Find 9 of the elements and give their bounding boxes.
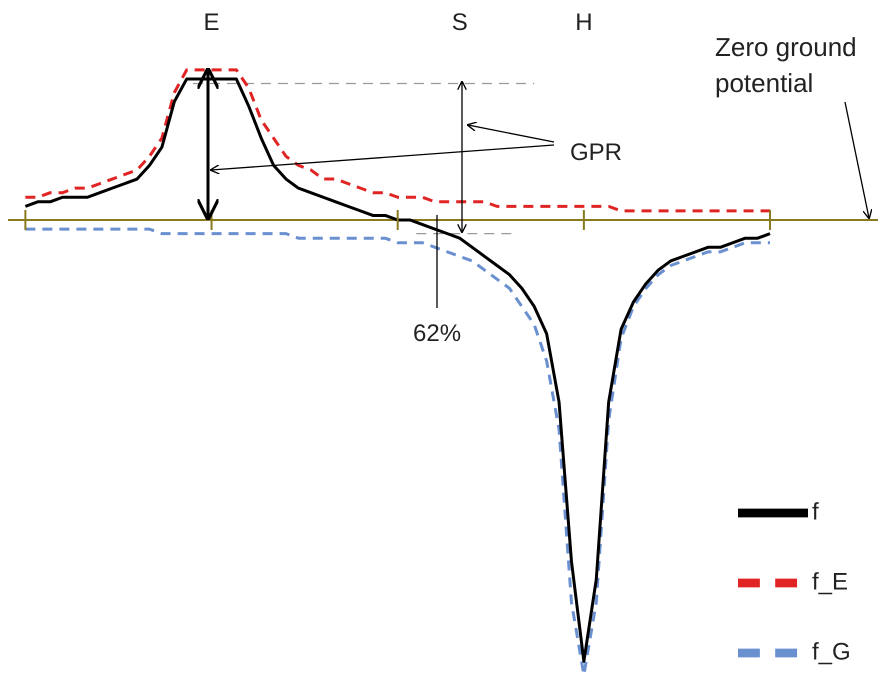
- legend-label: f: [812, 498, 819, 526]
- annotation: 62%: [413, 320, 462, 347]
- ref-line-label: Zero ground potential: [715, 32, 857, 98]
- annotation: GPR: [570, 139, 622, 166]
- x-tick-label: S: [452, 9, 468, 36]
- legend-label: f_G: [812, 638, 851, 666]
- legend-label: f_E: [812, 568, 848, 596]
- x-tick-label: E: [204, 9, 220, 36]
- x-tick-label: H: [575, 9, 593, 36]
